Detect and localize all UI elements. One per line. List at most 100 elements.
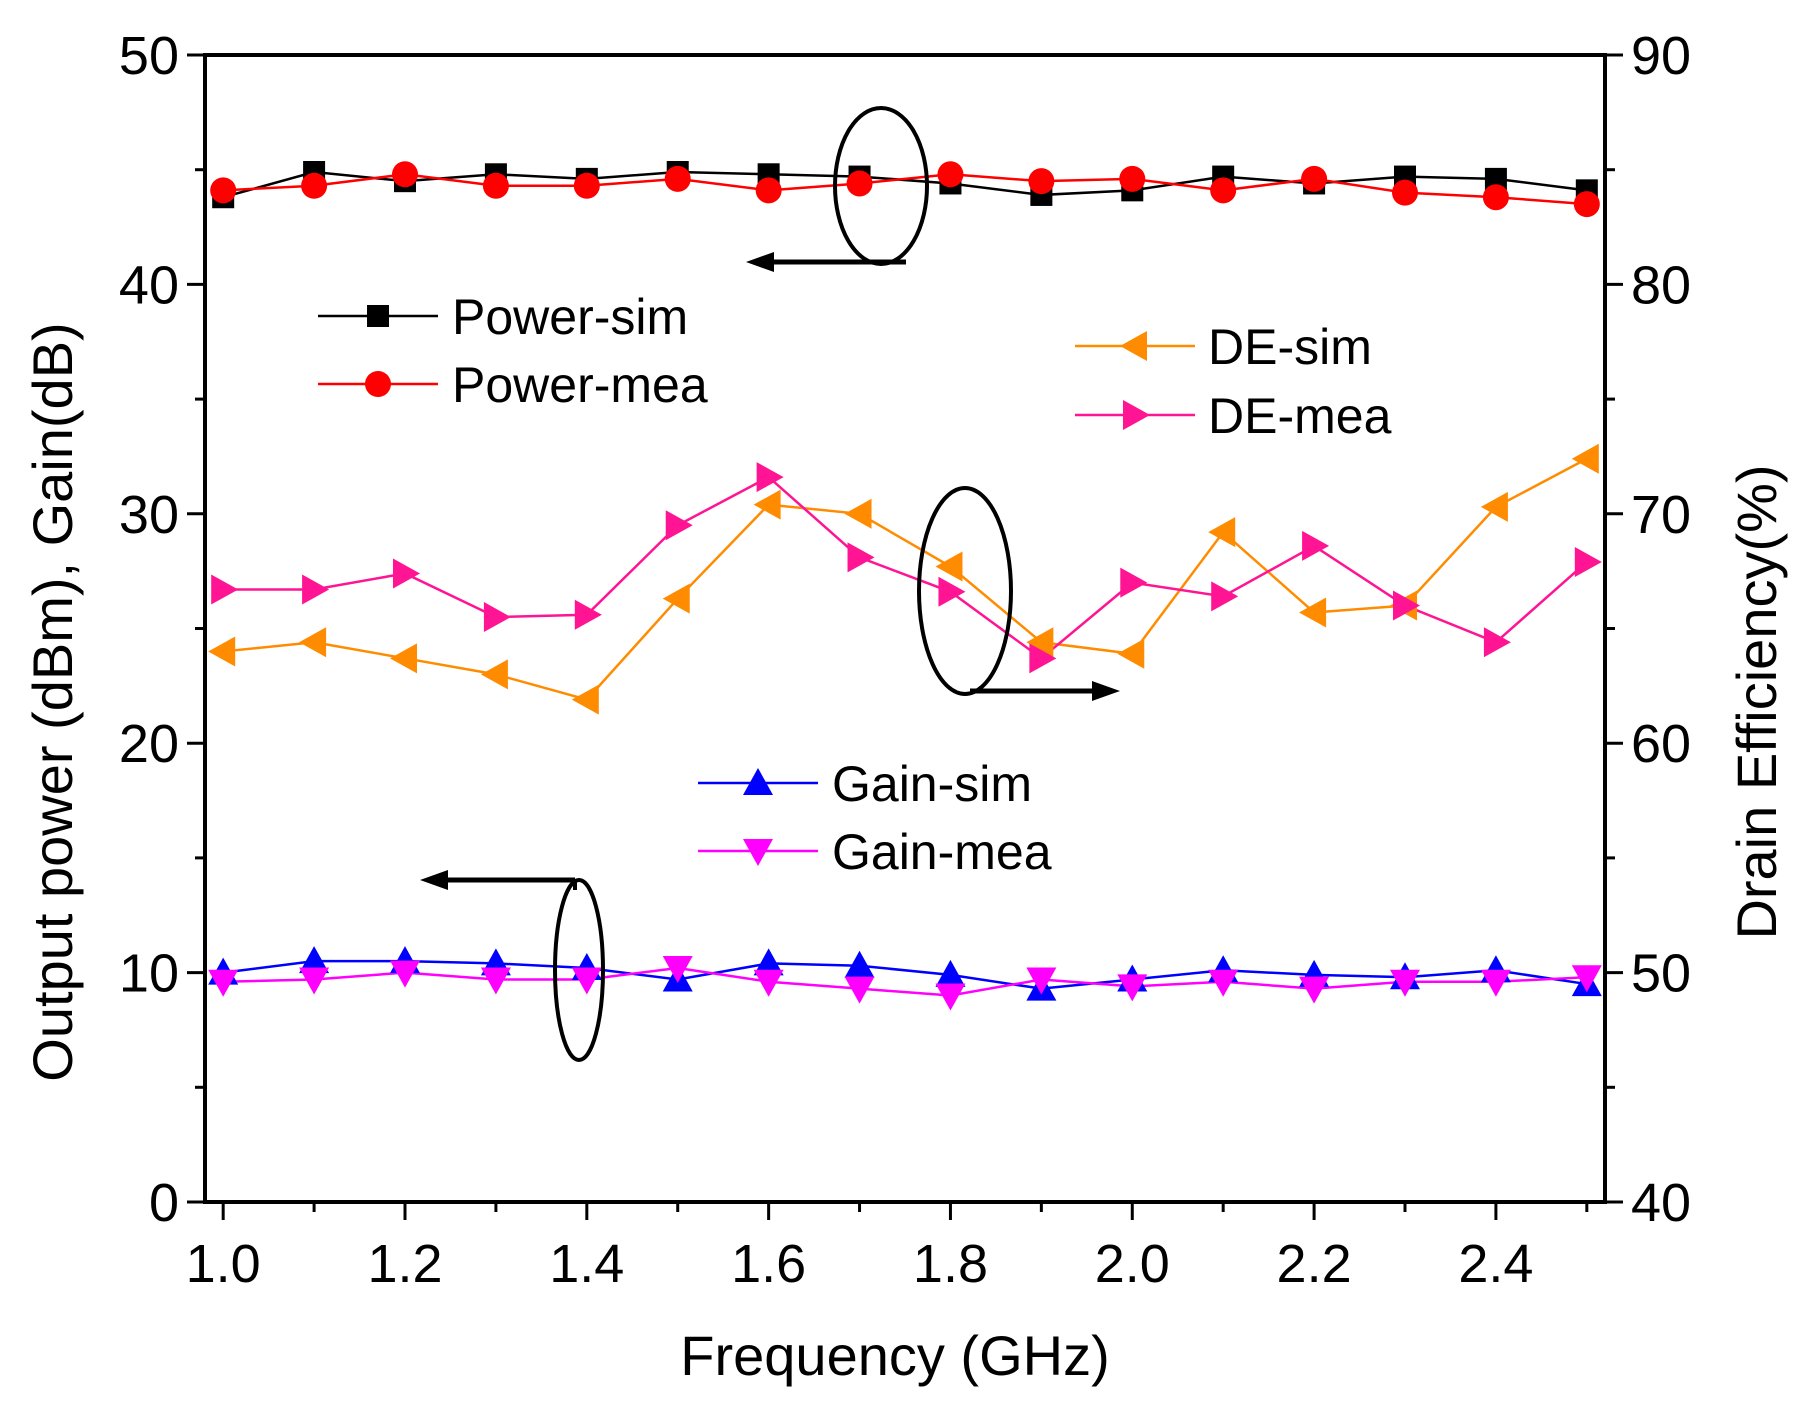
legend-item-power-mea: Power-mea [318,357,708,413]
data-point-de-mea [483,602,511,633]
data-point-gain-mea [1026,967,1057,995]
data-point-de-mea [938,576,966,607]
data-point-power-mea [664,165,691,192]
legend-marker-gain-mea [743,839,773,866]
data-point-de-sim [1480,491,1508,522]
data-point-de-mea [756,462,784,493]
data-point-power-mea [1210,177,1237,204]
data-point-power-sim [1484,167,1507,190]
y-axis-title-right: Drain Efficiency(%) [1725,464,1788,939]
y-right-tick-label: 90 [1631,26,1691,86]
x-tick-label: 1.6 [731,1234,806,1294]
x-tick-label: 1.8 [913,1234,988,1294]
data-point-power-mea [392,161,418,188]
data-point-gain-mea [208,969,239,997]
data-point-gain-sim [753,948,784,976]
data-point-de-sim [753,489,781,520]
legend-label-de-sim: DE-sim [1208,319,1372,375]
data-point-de-mea [574,599,602,630]
tick-labels: 1.0 1.2 1.4 1.6 1.8 2.0 2.2 2.4 0 10 20 30 40 50 40 50 6… [119,26,1691,1294]
y-right-tick-label: 70 [1631,485,1691,545]
y-left-tick-label: 50 [119,26,179,86]
data-point-power-mea [1392,179,1418,206]
legend-marker-power-sim [367,305,389,327]
annotation-arrow-gain-head [420,870,448,890]
plot-border [203,53,1607,1204]
data-point-gain-mea [1117,974,1148,1002]
data-point-power-mea [1301,165,1328,192]
x-axis-title: Frequency (GHz) [680,1324,1109,1387]
data-point-gain-sim [844,950,875,978]
data-point-de-sim [571,684,599,715]
data-point-power-mea [210,177,237,204]
data-point-gain-mea [480,967,511,995]
annotation-arrow-de-head [1092,681,1120,701]
x-tick-label: 2.0 [1095,1234,1170,1294]
ticks [187,53,1623,1220]
data-point-de-mea [393,558,420,589]
x-tick-label: 2.2 [1277,1234,1352,1294]
y-right-tick-label: 50 [1631,944,1691,1004]
legend-label-gain-sim: Gain-sim [832,756,1032,812]
data-point-de-mea [302,574,330,605]
data-point-gain-mea [1390,969,1420,997]
legend-item-de-mea: DE-mea [1075,388,1392,444]
legend-item-de-sim: DE-sim [1075,319,1372,375]
y-left-tick-label: 0 [149,1173,179,1233]
y-left-tick-label: 40 [119,255,179,315]
data-point-gain-mea [390,960,420,988]
data-point-gain-mea [844,976,875,1004]
legend-marker-de-sim [1120,331,1147,361]
data-point-power-mea [1028,168,1055,195]
data-point-de-sim [1117,638,1145,669]
data-point-de-mea [665,510,693,541]
series-line-de-sim [223,457,1588,702]
data-point-power-mea [1573,191,1600,218]
data-point-de-mea [1211,581,1239,612]
data-point-de-sim [1026,627,1054,658]
data-point-de-mea [1120,567,1148,598]
data-point-de-sim [844,498,872,529]
data-point-de-sim [390,643,417,674]
data-point-gain-mea [1480,969,1511,997]
data-point-power-mea [482,172,509,199]
legend-label-de-mea: DE-mea [1208,388,1392,444]
data-point-gain-mea [1571,965,1602,993]
series-line-power-mea [223,173,1587,206]
data-point-gain-sim [299,946,330,974]
legend-item-gain-mea: Gain-mea [698,824,1052,880]
x-tick-label: 1.4 [549,1234,624,1294]
y-right-tick-label: 40 [1631,1173,1691,1233]
data-point-de-sim [935,551,963,582]
legend-marker-de-mea [1123,400,1150,430]
annotations [420,106,1120,1062]
legend-item-gain-sim: Gain-sim [698,756,1032,812]
data-point-power-mea [301,172,328,199]
legend-label-power-sim: Power-sim [452,289,688,345]
annotation-ellipse-gain [553,878,605,1062]
data-point-de-mea [847,542,875,573]
data-point-gain-mea [753,969,784,997]
legend-label-gain-mea: Gain-mea [832,824,1052,880]
x-tick-label: 2.4 [1458,1234,1533,1294]
data-point-power-mea [846,170,873,197]
data-point-de-sim [1208,517,1236,548]
data-point-gain-sim [935,959,966,987]
data-point-power-mea [937,161,964,188]
series-markers [208,160,1602,1011]
y-axis-title-left: Output power (dBm), Gain(dB) [21,322,84,1081]
data-point-de-sim [1571,443,1599,474]
data-point-gain-mea [662,956,693,984]
plot-frame [203,53,1607,1204]
y-right-tick-label: 80 [1631,255,1691,315]
x-tick-label: 1.2 [367,1234,442,1294]
series-line-de-mea [223,475,1588,660]
series-lines [222,170,1588,997]
data-point-gain-mea [935,983,966,1011]
data-point-de-mea [1393,590,1420,621]
data-point-gain-mea [1208,969,1239,997]
data-point-power-mea [573,172,600,199]
data-point-de-sim [208,636,236,667]
legend: Power-sim Power-mea DE-sim DE-mea Gain-s… [318,289,1392,880]
